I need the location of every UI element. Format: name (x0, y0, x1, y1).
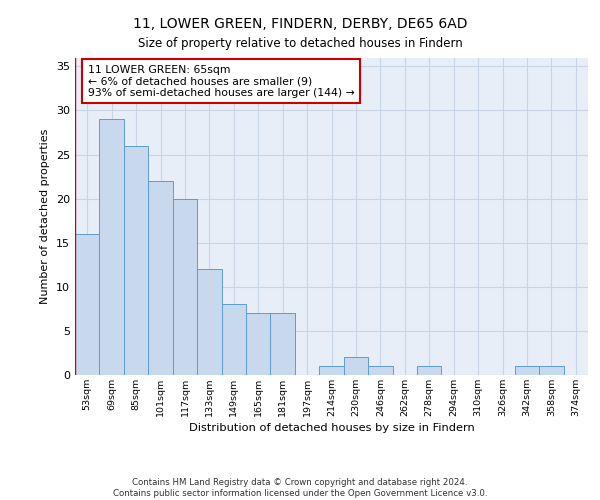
X-axis label: Distribution of detached houses by size in Findern: Distribution of detached houses by size … (188, 423, 475, 433)
Text: Size of property relative to detached houses in Findern: Size of property relative to detached ho… (137, 38, 463, 51)
Y-axis label: Number of detached properties: Number of detached properties (40, 128, 50, 304)
Bar (75, 234, 100, 375)
Bar (246, 314, 271, 375)
Text: 11, LOWER GREEN, FINDERN, DERBY, DE65 6AD: 11, LOWER GREEN, FINDERN, DERBY, DE65 6A… (133, 18, 467, 32)
Bar (271, 314, 295, 375)
Bar (417, 366, 442, 375)
Bar (148, 181, 173, 375)
Bar (173, 198, 197, 375)
Text: Contains HM Land Registry data © Crown copyright and database right 2024.
Contai: Contains HM Land Registry data © Crown c… (113, 478, 487, 498)
Bar (100, 119, 124, 375)
Text: 11 LOWER GREEN: 65sqm
← 6% of detached houses are smaller (9)
93% of semi-detach: 11 LOWER GREEN: 65sqm ← 6% of detached h… (88, 64, 355, 98)
Bar (197, 269, 221, 375)
Bar (221, 304, 246, 375)
Bar (368, 366, 392, 375)
Bar (344, 358, 368, 375)
Bar (515, 366, 539, 375)
Bar (539, 366, 563, 375)
Bar (124, 146, 148, 375)
Bar (319, 366, 344, 375)
